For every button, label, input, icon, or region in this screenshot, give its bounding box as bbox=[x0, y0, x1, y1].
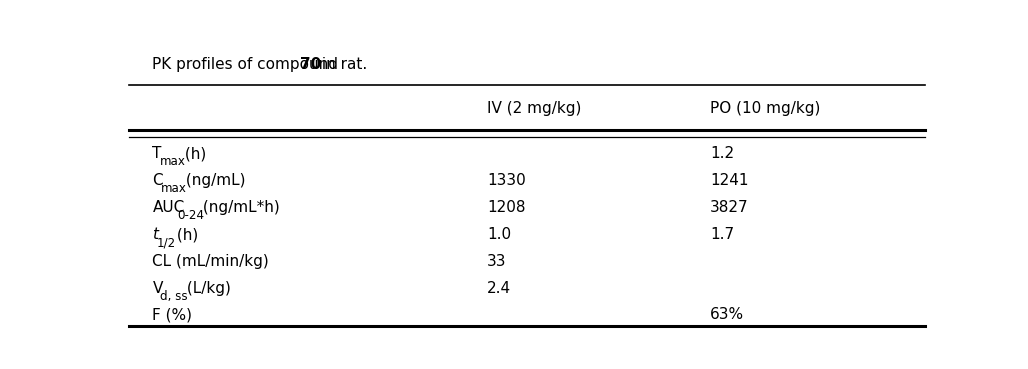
Text: V: V bbox=[152, 281, 162, 296]
Text: CL (mL/min/kg): CL (mL/min/kg) bbox=[152, 254, 269, 269]
Text: 1330: 1330 bbox=[487, 173, 525, 188]
Text: (h): (h) bbox=[172, 227, 198, 242]
Text: AUC: AUC bbox=[152, 200, 185, 215]
Text: 33: 33 bbox=[487, 254, 507, 269]
Text: d, ss: d, ss bbox=[160, 290, 188, 303]
Text: 1.7: 1.7 bbox=[710, 227, 734, 242]
Text: 1241: 1241 bbox=[710, 173, 748, 188]
Text: T: T bbox=[152, 146, 161, 161]
Text: max: max bbox=[160, 182, 186, 195]
Text: 1208: 1208 bbox=[487, 200, 525, 215]
Text: PK profiles of compound: PK profiles of compound bbox=[152, 57, 343, 72]
Text: F (%): F (%) bbox=[152, 307, 192, 322]
Text: 1/2: 1/2 bbox=[157, 236, 176, 249]
Text: in rat.: in rat. bbox=[317, 57, 367, 72]
Text: t: t bbox=[152, 227, 158, 242]
Text: C: C bbox=[152, 173, 163, 188]
Text: (h): (h) bbox=[180, 146, 206, 161]
Text: 1.0: 1.0 bbox=[487, 227, 511, 242]
Text: PO (10 mg/kg): PO (10 mg/kg) bbox=[710, 101, 820, 116]
Text: 1.2: 1.2 bbox=[710, 146, 734, 161]
Text: 0-24: 0-24 bbox=[178, 209, 205, 222]
Text: 3827: 3827 bbox=[710, 200, 748, 215]
Text: max: max bbox=[159, 155, 185, 168]
Text: (L/kg): (L/kg) bbox=[182, 281, 230, 296]
Text: 70: 70 bbox=[300, 57, 322, 72]
Text: IV (2 mg/kg): IV (2 mg/kg) bbox=[487, 101, 582, 116]
Text: (ng/mL*h): (ng/mL*h) bbox=[198, 200, 280, 215]
Text: 63%: 63% bbox=[710, 307, 744, 322]
Text: (ng/mL): (ng/mL) bbox=[181, 173, 246, 188]
Text: 2.4: 2.4 bbox=[487, 281, 511, 296]
